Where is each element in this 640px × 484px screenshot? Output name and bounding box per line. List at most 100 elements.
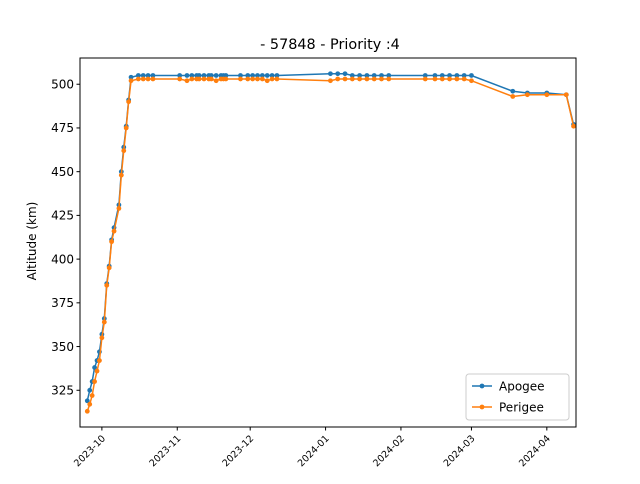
data-point-perigee (328, 78, 333, 84)
data-point-apogee (140, 73, 146, 78)
data-point-apogee (432, 73, 438, 78)
data-point-perigee (135, 76, 141, 82)
data-point-perigee (201, 76, 207, 82)
data-point-apogee (439, 73, 445, 78)
data-point-apogee (196, 73, 202, 78)
data-point-perigee (208, 76, 214, 82)
data-point-perigee (140, 76, 146, 82)
data-point-apogee (364, 73, 370, 78)
data-point-perigee (342, 76, 348, 82)
data-point-perigee (238, 76, 243, 82)
data-point-apogee (87, 387, 93, 393)
data-point-perigee (213, 78, 219, 84)
data-point-apogee (371, 73, 377, 78)
data-point-apogee (84, 398, 90, 404)
data-point-perigee (84, 408, 90, 414)
series-perigee (84, 76, 576, 414)
data-point-perigee (128, 78, 134, 84)
legend-marker (479, 383, 485, 389)
data-point-perigee (454, 76, 460, 82)
y-tick-label: 400 (51, 252, 74, 266)
data-point-perigee (379, 76, 384, 82)
legend-label: Apogee (499, 380, 545, 394)
data-point-perigee (145, 76, 151, 82)
data-point-perigee (118, 172, 124, 178)
data-point-perigee (177, 76, 183, 82)
data-point-apogee (269, 73, 275, 78)
data-point-apogee (264, 73, 270, 78)
data-point-apogee (250, 73, 256, 78)
data-point-perigee (349, 76, 355, 82)
chart-title: - 57848 - Priority :4 (260, 37, 400, 53)
data-point-perigee (461, 76, 467, 82)
data-point-perigee (97, 358, 102, 363)
data-point-perigee (116, 206, 122, 211)
y-axis: 325 350 375 400 425 450 475 500 (51, 77, 80, 397)
data-point-perigee (274, 76, 280, 82)
data-point-perigee (510, 94, 516, 99)
data-point-apogee (145, 73, 151, 78)
data-point-apogee (238, 73, 243, 78)
data-point-perigee (269, 76, 275, 82)
data-point-perigee (150, 76, 156, 82)
data-point-perigee (94, 368, 100, 374)
y-tick-label: 450 (51, 165, 74, 179)
data-point-apogee (342, 71, 348, 77)
data-point-apogee (177, 73, 183, 78)
data-point-perigee (439, 76, 445, 82)
y-tick-label: 425 (51, 209, 74, 223)
data-point-perigee (104, 282, 110, 288)
y-tick-label: 375 (51, 296, 74, 310)
data-point-apogee (245, 73, 251, 78)
data-point-apogee (357, 73, 363, 78)
data-point-apogee (201, 73, 207, 78)
legend-label: Perigee (499, 401, 544, 415)
data-point-apogee (92, 365, 97, 370)
legend: Apogee Perigee (465, 373, 570, 421)
data-point-apogee (422, 73, 428, 78)
data-point-apogee (349, 73, 355, 78)
data-point-perigee (245, 76, 251, 82)
data-point-perigee (259, 76, 265, 82)
y-tick-label: 325 (51, 383, 74, 397)
data-point-apogee (386, 73, 392, 78)
data-point-perigee (371, 76, 377, 82)
data-point-perigee (106, 265, 112, 271)
data-point-apogee (255, 73, 260, 78)
data-point-apogee (274, 73, 280, 78)
data-point-perigee (184, 78, 190, 84)
data-point-perigee (196, 76, 202, 82)
data-point-apogee (259, 73, 265, 78)
data-point-perigee (89, 393, 95, 398)
data-point-apogee (447, 73, 452, 78)
data-point-perigee (87, 401, 93, 407)
data-point-apogee (128, 74, 134, 80)
y-tick-label: 500 (51, 77, 74, 91)
data-point-perigee (386, 76, 392, 82)
data-point-apogee (454, 73, 460, 78)
data-point-perigee (255, 76, 260, 82)
data-point-perigee (357, 76, 363, 82)
data-point-perigee (250, 76, 256, 82)
data-point-perigee (111, 228, 117, 234)
y-axis-label: Altitude (km) (25, 202, 39, 281)
data-point-perigee (126, 99, 132, 105)
data-point-perigee (524, 92, 530, 98)
plot-frame (79, 57, 577, 428)
data-point-perigee (92, 379, 97, 384)
data-point-apogee (189, 73, 195, 78)
data-point-apogee (461, 73, 467, 78)
legend-marker (479, 404, 485, 410)
data-point-perigee (422, 76, 428, 82)
data-point-perigee (571, 123, 576, 129)
data-point-perigee (223, 76, 229, 82)
data-point-apogee (184, 73, 190, 78)
data-point-apogee (379, 73, 384, 78)
data-point-perigee (121, 148, 127, 154)
data-point-perigee (544, 92, 550, 98)
data-point-apogee (213, 73, 219, 78)
data-point-apogee (469, 73, 474, 78)
plot-area (84, 71, 576, 414)
